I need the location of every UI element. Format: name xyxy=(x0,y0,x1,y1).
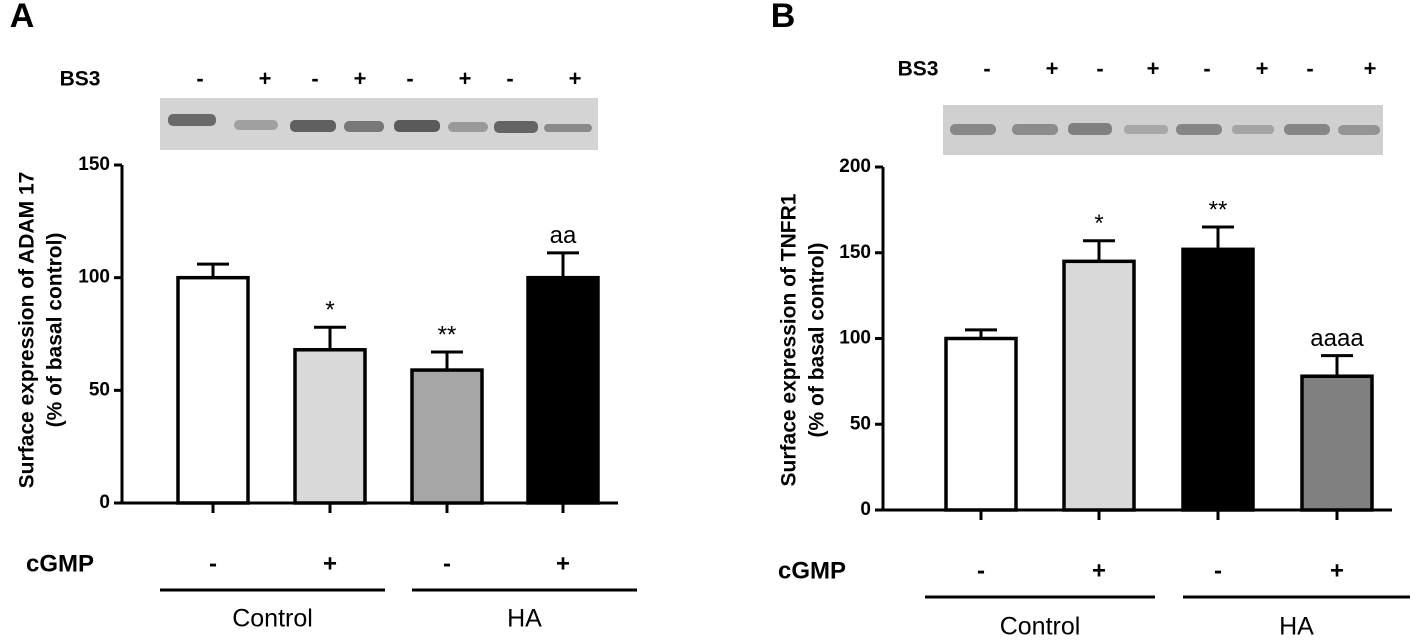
cgmp-sign: - xyxy=(443,550,451,577)
y-tick-label: 50 xyxy=(89,379,110,400)
cgmp-sign: - xyxy=(1214,557,1222,584)
y-axis-label: (% of basal control) xyxy=(44,233,67,428)
significance: aaaa xyxy=(1310,325,1364,352)
group-label: HA xyxy=(507,605,542,633)
bar xyxy=(526,275,600,505)
cgmp-sign: - xyxy=(977,557,985,584)
y-tick-label: 150 xyxy=(839,242,871,263)
significance: * xyxy=(1094,210,1103,237)
bs3-sign: + xyxy=(459,66,472,91)
bs3-sign: - xyxy=(1203,56,1210,81)
bs3-sign: + xyxy=(569,66,582,91)
bs3-sign: + xyxy=(1256,56,1269,81)
group-label: Control xyxy=(1000,613,1081,641)
bs3-sign: + xyxy=(354,66,367,91)
y-tick-label: 0 xyxy=(99,492,110,513)
blot-b xyxy=(943,105,1383,155)
significance: aa xyxy=(550,222,577,249)
y-tick-label: 0 xyxy=(860,499,871,520)
bar xyxy=(293,348,367,505)
bs3-sign: + xyxy=(259,66,272,91)
blot-a xyxy=(160,98,598,150)
bar xyxy=(1300,374,1374,512)
bs3-sign: + xyxy=(1364,56,1377,81)
y-tick-label: 150 xyxy=(78,154,110,175)
y-tick-label: 100 xyxy=(839,328,871,349)
group-label: Control xyxy=(232,605,313,633)
y-axis-label: Surface expression of TNFR1 xyxy=(778,193,801,486)
panel-label: B xyxy=(771,0,796,35)
bs3-sign: - xyxy=(1306,56,1313,81)
cgmp-label: cGMP xyxy=(778,557,846,584)
bs3-sign: - xyxy=(983,56,990,81)
y-tick-label: 50 xyxy=(850,413,871,434)
bar xyxy=(410,368,484,505)
bs3-sign: - xyxy=(311,66,318,91)
bs3-sign: + xyxy=(1046,56,1059,81)
bar xyxy=(1181,247,1255,512)
y-axis-label: (% of basal control) xyxy=(806,243,829,438)
significance: ** xyxy=(438,321,457,348)
bs3-sign: - xyxy=(1096,56,1103,81)
group-label: HA xyxy=(1279,613,1314,641)
bs3-label: BS3 xyxy=(898,58,939,81)
y-axis-label: Surface expression of ADAM 17 xyxy=(16,172,39,489)
bs3-label: BS3 xyxy=(60,68,101,91)
significance: ** xyxy=(1209,196,1228,223)
cgmp-sign: - xyxy=(209,550,217,577)
cgmp-sign: + xyxy=(556,550,570,577)
bs3-sign: - xyxy=(196,66,203,91)
bar xyxy=(944,336,1018,512)
cgmp-label: cGMP xyxy=(26,550,94,577)
bs3-sign: - xyxy=(506,66,513,91)
significance: * xyxy=(325,297,334,324)
cgmp-sign: + xyxy=(1092,557,1106,584)
bar xyxy=(1062,259,1136,512)
cgmp-sign: + xyxy=(1330,557,1344,584)
y-tick-label: 100 xyxy=(78,267,110,288)
bar xyxy=(176,275,250,505)
cgmp-sign: + xyxy=(323,550,337,577)
y-tick-label: 200 xyxy=(839,156,871,177)
panel-label: A xyxy=(10,0,35,35)
bs3-sign: - xyxy=(406,66,413,91)
bs3-sign: + xyxy=(1147,56,1160,81)
